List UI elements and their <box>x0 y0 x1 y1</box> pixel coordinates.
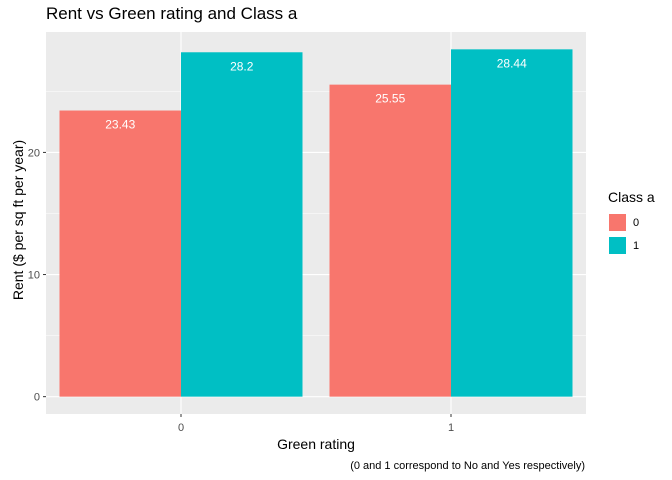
legend: Class a 0 1 <box>608 189 655 257</box>
bar-1-0 <box>329 84 451 397</box>
legend-item-1: 1 <box>608 234 655 257</box>
y-tick-label: 10 <box>28 270 40 282</box>
legend-key-1 <box>609 237 626 254</box>
y-tick-label: 20 <box>28 147 40 159</box>
bar-1-1 <box>451 49 573 397</box>
legend-label-1: 1 <box>633 239 640 252</box>
x-axis-label: Green rating <box>277 436 355 452</box>
legend-title: Class a <box>608 189 655 205</box>
chart-caption: (0 and 1 correspond to No and Yes respec… <box>350 460 585 472</box>
data-label: 23.43 <box>105 118 135 132</box>
bar-0-0 <box>59 110 181 397</box>
y-tick-label: 0 <box>34 392 40 404</box>
legend-item-0: 0 <box>608 211 655 234</box>
x-tick-label: 1 <box>448 422 454 434</box>
y-axis-label: Rent ($ per sq ft per year) <box>10 139 26 301</box>
x-tick-label: 0 <box>178 422 184 434</box>
data-label: 28.44 <box>497 56 527 70</box>
bar-0-1 <box>181 52 303 397</box>
legend-key-0 <box>609 214 626 231</box>
data-label: 28.2 <box>230 59 254 73</box>
data-label: 25.55 <box>375 92 405 106</box>
chart-title: Rent vs Green rating and Class a <box>46 4 298 23</box>
legend-label-0: 0 <box>633 216 640 229</box>
